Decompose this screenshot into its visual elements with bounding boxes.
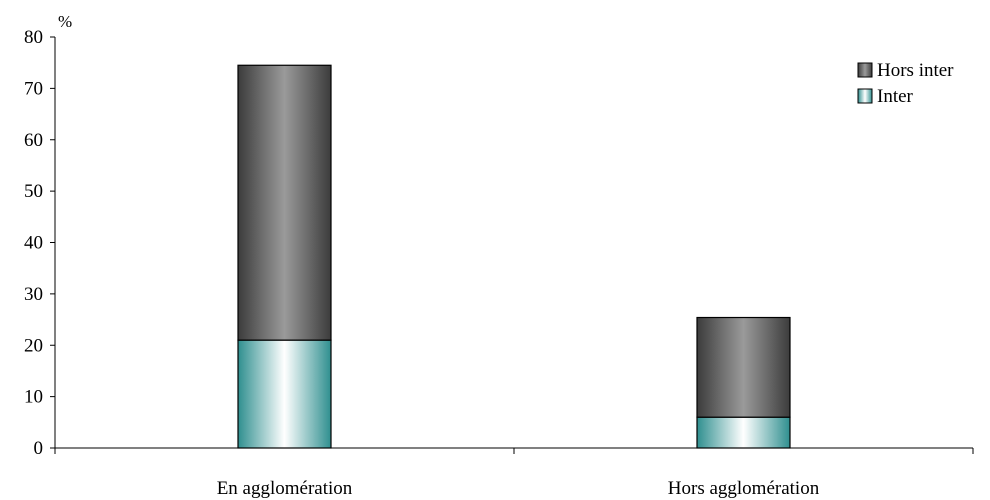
plot-area: % 0 10 20 30 40 50 60 70 80 En agglomération Hors… [24, 12, 974, 499]
bar-segment-inter [696, 416, 791, 449]
legend-label: Inter [877, 86, 914, 107]
y-tick-label: 60 [24, 130, 43, 151]
legend-label: Hors inter [877, 60, 954, 81]
legend-swatch [857, 88, 873, 104]
y-tick-label: 30 [24, 284, 43, 305]
bar-segment-inter [237, 339, 332, 449]
y-tick-label: 40 [24, 233, 43, 254]
y-tick-label: 50 [24, 181, 43, 202]
y-axis-ticks: 0 10 20 30 40 50 60 70 80 [24, 27, 55, 459]
category-label: Hors agglomération [668, 478, 820, 499]
category-labels: En agglomération Hors agglomération [217, 478, 820, 499]
bars [237, 64, 791, 449]
bar-segment-hors-inter [237, 64, 332, 341]
bar-segment-hors-inter [696, 316, 791, 418]
y-tick-label: 0 [34, 438, 44, 459]
y-tick-label: 80 [24, 27, 43, 48]
y-axis-unit: % [58, 12, 72, 31]
legend-swatch [857, 62, 873, 78]
y-tick-label: 20 [24, 335, 43, 356]
y-tick-label: 10 [24, 387, 43, 408]
category-label: En agglomération [217, 478, 353, 499]
y-tick-label: 70 [24, 78, 43, 99]
legend: Hors inter Inter [857, 60, 954, 107]
x-axis-ticks [54, 448, 974, 454]
